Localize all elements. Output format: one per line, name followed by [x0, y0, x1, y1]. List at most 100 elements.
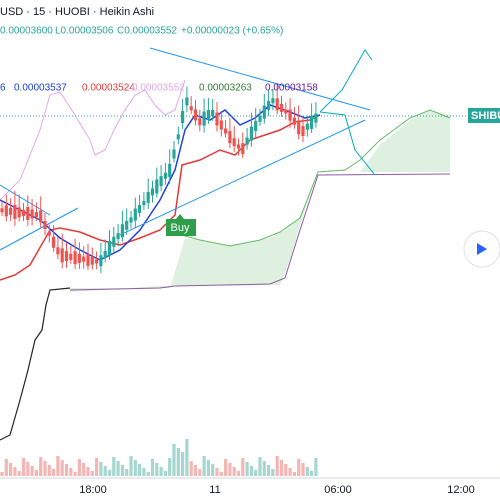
volume-bar: [219, 472, 223, 476]
volume-bar: [254, 470, 258, 476]
buy-marker: [166, 214, 196, 236]
candle-body: [305, 123, 309, 130]
candle-body: [202, 111, 206, 126]
candle-body: [52, 236, 56, 248]
volume-bar: [236, 471, 241, 476]
candle-body: [47, 231, 51, 236]
candle-body: [219, 120, 223, 130]
candle-body: [133, 208, 137, 221]
volume-bar: [228, 463, 232, 476]
volume-bar: [86, 467, 90, 476]
volume-bar: [262, 461, 266, 476]
volume-bar: [181, 452, 185, 476]
candle-body: [43, 221, 47, 229]
volume-bar: [193, 465, 198, 476]
trend-line: [0, 184, 51, 216]
volume-bar: [17, 471, 21, 476]
candle-body: [297, 120, 301, 135]
trend-line: [119, 119, 366, 236]
volume-bar: [163, 471, 167, 476]
volume-bar: [82, 463, 86, 476]
volume-bar: [95, 458, 99, 476]
trend-line: [149, 47, 371, 111]
candle-body: [146, 191, 150, 203]
indicator: 0.00003537: [14, 83, 67, 94]
volume-bar: [271, 469, 275, 476]
candle-body: [86, 253, 90, 266]
candle-body: [292, 117, 296, 125]
candle-body: [159, 176, 163, 187]
candle-body: [301, 126, 305, 136]
volume-bar: [185, 439, 189, 476]
volume-bar: [99, 462, 103, 476]
volume-bar: [159, 467, 163, 476]
candle-body: [245, 137, 249, 145]
volume-bar: [258, 457, 262, 476]
volume-bar: [150, 459, 155, 476]
volume-bar: [146, 472, 150, 476]
volume-bar: [297, 459, 301, 476]
volume-bar: [52, 469, 56, 476]
volume-bar: [116, 461, 120, 476]
volume-bar: [21, 458, 26, 476]
volume-bar: [168, 458, 172, 476]
volume-bar: [288, 468, 292, 476]
candle-body: [107, 241, 112, 256]
candle-body: [267, 100, 271, 110]
candle-body: [271, 98, 275, 104]
candle-body: [241, 143, 245, 155]
volume-bar: [60, 460, 64, 476]
volume-bar: [172, 444, 176, 476]
volume-bar: [284, 464, 288, 476]
indicator: 0.00003158: [265, 83, 318, 94]
volume-bar: [47, 465, 51, 476]
volume-bar: [73, 472, 77, 476]
candle-body: [284, 109, 288, 114]
time-label: 06:00: [324, 484, 352, 496]
volume-bar: [125, 469, 129, 476]
candle-body: [116, 233, 120, 240]
candle-body: [30, 209, 34, 219]
candle-body: [172, 149, 176, 159]
cloud: [70, 110, 450, 292]
candle-body: [185, 97, 189, 106]
high: 0.00003600: [0, 26, 53, 37]
volume-bar: [198, 469, 202, 476]
candle-body: [64, 251, 69, 262]
candle-body: [150, 188, 155, 196]
indicator: 0.00003263: [199, 83, 252, 94]
close: C0.00003552: [117, 26, 177, 37]
volume-bar: [129, 456, 133, 476]
symbol: USD · 15 · HUOBI · Heikin Ashi: [0, 6, 154, 18]
candle-body: [275, 98, 279, 111]
candle-body: [129, 217, 133, 223]
time-label: 11: [209, 484, 220, 496]
volume-bar: [4, 459, 8, 476]
volume-bar: [305, 467, 309, 476]
candle-body: [314, 113, 318, 123]
lagging-line: [0, 79, 186, 201]
projection: [319, 49, 373, 113]
candle-body: [189, 106, 193, 111]
volume-bar: [34, 470, 38, 476]
volume-bar: [249, 466, 253, 476]
volume-bar: [77, 459, 81, 476]
candle-body: [82, 256, 86, 262]
candle-body: [236, 144, 241, 149]
volume-bar: [202, 456, 206, 476]
volume-bar: [292, 472, 296, 476]
candle-body: [0, 208, 4, 213]
candle-body: [125, 220, 129, 230]
candle-body: [99, 255, 103, 267]
candle-body: [163, 172, 167, 179]
candle-body: [9, 207, 13, 215]
candle-body: [120, 224, 124, 238]
volume-bar: [211, 464, 215, 476]
volume-bar: [0, 472, 4, 476]
candle-body: [176, 134, 180, 140]
candle-body: [77, 253, 81, 263]
volume-bar: [232, 467, 236, 476]
volume-bar: [13, 467, 17, 476]
candle-body: [34, 212, 38, 218]
